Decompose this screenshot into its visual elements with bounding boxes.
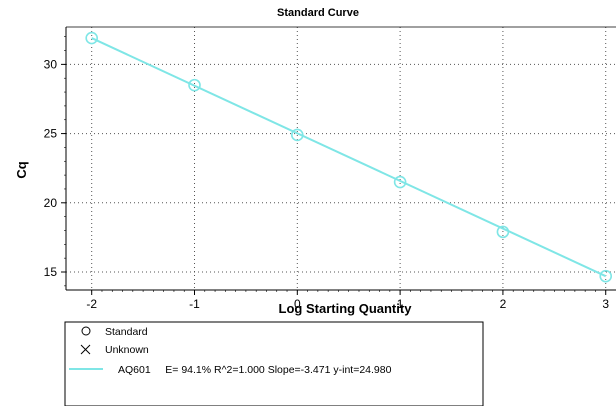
y-tick-label: 20 xyxy=(44,196,58,210)
legend: Standard Unknown AQ601 E= 94.1% R^2=1.00… xyxy=(64,321,484,406)
data-point xyxy=(85,31,99,45)
y-tick-label: 30 xyxy=(44,57,58,71)
x-tick-label: 1 xyxy=(397,297,404,311)
x-tick-label: -1 xyxy=(189,297,200,311)
data-point xyxy=(393,175,407,189)
legend-label-series: AQ601 E= 94.1% R^2=1.000 Slope=-3.471 y-… xyxy=(118,364,392,376)
y-axis-label: Cq xyxy=(14,161,29,178)
axes xyxy=(61,26,616,295)
fit-line-layer xyxy=(91,37,607,278)
data-points xyxy=(85,31,613,283)
y-tick-label: 15 xyxy=(44,265,58,279)
chart-title: Standard Curve xyxy=(277,7,359,19)
x-axis-label: Log Starting Quantity xyxy=(279,301,413,316)
legend-label-standard: Standard xyxy=(105,326,148,338)
tick-labels: -2 -1 0 1 2 3 15 20 25 30 xyxy=(44,57,610,311)
fit-line xyxy=(91,37,607,278)
data-point xyxy=(599,269,613,283)
data-point xyxy=(496,225,510,239)
y-tick-label: 25 xyxy=(44,127,58,141)
legend-box xyxy=(64,321,484,406)
x-tick-label: -2 xyxy=(86,297,97,311)
data-point xyxy=(188,78,201,92)
x-tick-label: 3 xyxy=(602,297,609,311)
grid-lines xyxy=(66,27,616,290)
x-tick-label: 2 xyxy=(500,297,507,311)
circle-icon xyxy=(81,326,91,336)
legend-label-unknown: Unknown xyxy=(105,344,149,356)
x-icon xyxy=(80,344,91,355)
data-point xyxy=(291,128,304,142)
x-tick-label: 0 xyxy=(294,297,301,311)
